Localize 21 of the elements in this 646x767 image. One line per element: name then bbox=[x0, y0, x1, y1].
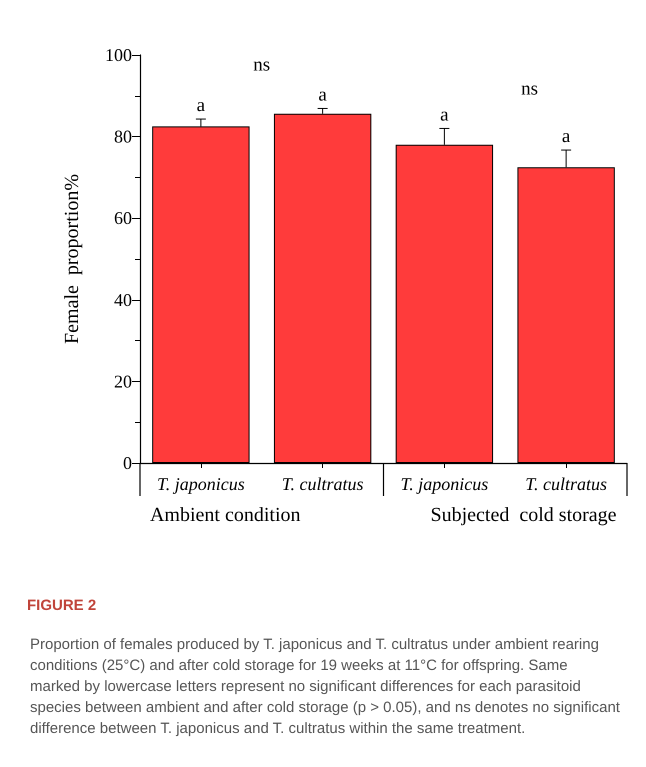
text: Ambient condition bbox=[150, 504, 300, 526]
x-tick-label: T. cultratus bbox=[525, 474, 607, 494]
y-tick-label: 60 bbox=[114, 208, 132, 228]
text: Proportion of females produced by T. japonicus and T. cultratus under ambient rearing conditions (25°C) and after cold storage for 19 weeks at 11°C for offspring. Same marked by lowercase letters represent no significant differences for each parasitoid species between ambient and after cold storage (p > 0.05), and ns denotes no significant difference between T. japonicus and T. cultratus within the same treatment. bbox=[30, 636, 624, 737]
y-tick-label: 40 bbox=[114, 290, 132, 310]
annotation: ns bbox=[521, 78, 538, 100]
x-tick-label: T. cultratus bbox=[282, 474, 364, 494]
annotation: ns bbox=[253, 54, 270, 76]
text: FIGURE 2 bbox=[27, 597, 96, 614]
annotation: a bbox=[196, 95, 206, 116]
y-tick-label: 0 bbox=[123, 453, 132, 473]
x-tick-label: T. japonicus bbox=[157, 474, 245, 494]
y-tick-label: 20 bbox=[114, 371, 132, 392]
x-tick-label: T. japonicus bbox=[400, 474, 488, 494]
annotation: a bbox=[318, 84, 328, 106]
y-axis-title: Female proportion% bbox=[61, 174, 83, 344]
y-tick-label: 100 bbox=[105, 45, 132, 65]
annotation: a bbox=[562, 126, 571, 148]
y-tick-label: 80 bbox=[114, 126, 132, 147]
text: Subjected cold storage bbox=[430, 504, 617, 526]
annotation: a bbox=[440, 104, 450, 126]
